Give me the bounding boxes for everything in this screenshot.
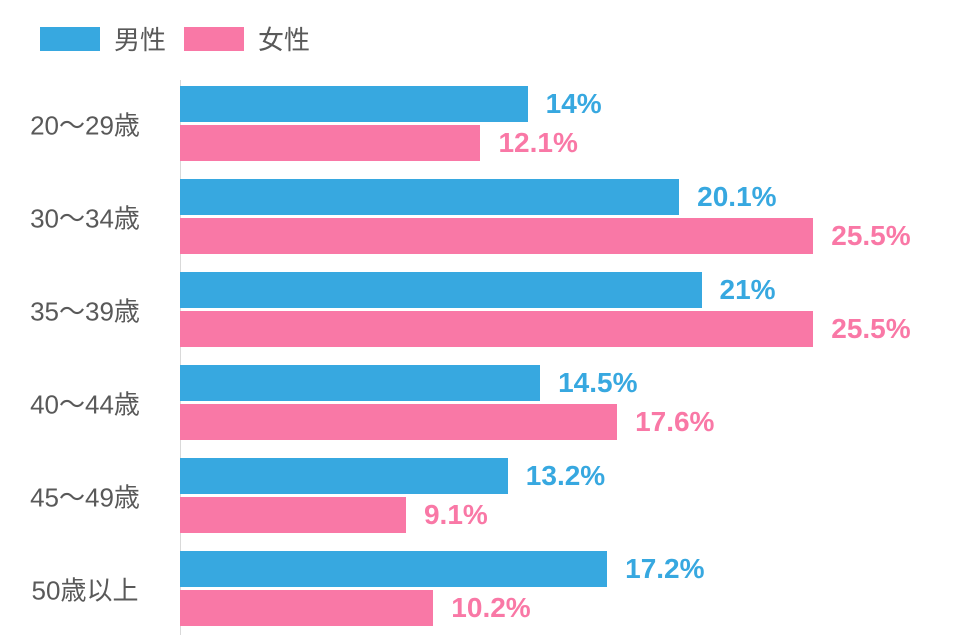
bar-pair: 17.2% 10.2% (180, 551, 955, 629)
bar-pair: 14.5% 17.6% (180, 365, 955, 443)
legend-swatch-female (184, 27, 244, 51)
legend: 男性 女性 (40, 20, 310, 57)
bar-pair: 13.2% 9.1% (180, 458, 955, 536)
bar (180, 179, 679, 215)
bar-row: 14% (180, 86, 955, 122)
value-label: 14.5% (558, 367, 637, 399)
legend-item-male: 男性 (40, 20, 166, 57)
bar-row: 25.5% (180, 311, 955, 347)
bar (180, 497, 406, 533)
bar-row: 12.1% (180, 125, 955, 161)
value-label: 12.1% (498, 127, 577, 159)
category-group: 20～29歳 14% 12.1% (0, 80, 955, 167)
bar (180, 365, 540, 401)
category-label: 40～44歳 (0, 384, 170, 421)
bar-pair: 20.1% 25.5% (180, 179, 955, 257)
legend-swatch-male (40, 27, 100, 51)
category-group: 40～44歳 14.5% 17.6% (0, 359, 955, 446)
category-group: 50歳以上 17.2% 10.2% (0, 545, 955, 632)
value-label: 17.2% (625, 553, 704, 585)
bar-pair: 14% 12.1% (180, 86, 955, 164)
value-label: 21% (720, 274, 776, 306)
bar-row: 14.5% (180, 365, 955, 401)
legend-label-female: 女性 (258, 20, 310, 57)
legend-item-female: 女性 (184, 20, 310, 57)
bar (180, 272, 702, 308)
value-label: 25.5% (831, 220, 910, 252)
value-label: 9.1% (424, 499, 488, 531)
bar-row: 17.2% (180, 551, 955, 587)
bar-pair: 21% 25.5% (180, 272, 955, 350)
category-label: 45～49歳 (0, 477, 170, 514)
bar (180, 125, 480, 161)
bar (180, 404, 617, 440)
age-percentage-bar-chart: 男性 女性 20～29歳14%12.1%30～34歳20.1%25.5%35～3… (0, 0, 955, 640)
bar (180, 458, 508, 494)
value-label: 13.2% (526, 460, 605, 492)
category-label: 20～29歳 (0, 105, 170, 142)
category-label: 35～39歳 (0, 291, 170, 328)
category-group: 35～39歳 21% 25.5% (0, 266, 955, 353)
bar (180, 551, 607, 587)
plot-area: 20～29歳14%12.1%30～34歳20.1%25.5%35～39歳21%2… (0, 80, 955, 638)
legend-label-male: 男性 (114, 20, 166, 57)
bar-row: 21% (180, 272, 955, 308)
value-label: 14% (546, 88, 602, 120)
bar-row: 13.2% (180, 458, 955, 494)
category-group: 45～49歳 13.2% 9.1% (0, 452, 955, 539)
bar-row: 20.1% (180, 179, 955, 215)
bar (180, 590, 433, 626)
bar-row: 9.1% (180, 497, 955, 533)
category-label: 30～34歳 (0, 198, 170, 235)
bar-row: 25.5% (180, 218, 955, 254)
bar (180, 218, 813, 254)
value-label: 10.2% (451, 592, 530, 624)
bar-row: 17.6% (180, 404, 955, 440)
bar (180, 86, 528, 122)
value-label: 17.6% (635, 406, 714, 438)
bar (180, 311, 813, 347)
value-label: 25.5% (831, 313, 910, 345)
category-group: 30～34歳 20.1% 25.5% (0, 173, 955, 260)
category-label: 50歳以上 (0, 570, 170, 607)
value-label: 20.1% (697, 181, 776, 213)
bar-row: 10.2% (180, 590, 955, 626)
